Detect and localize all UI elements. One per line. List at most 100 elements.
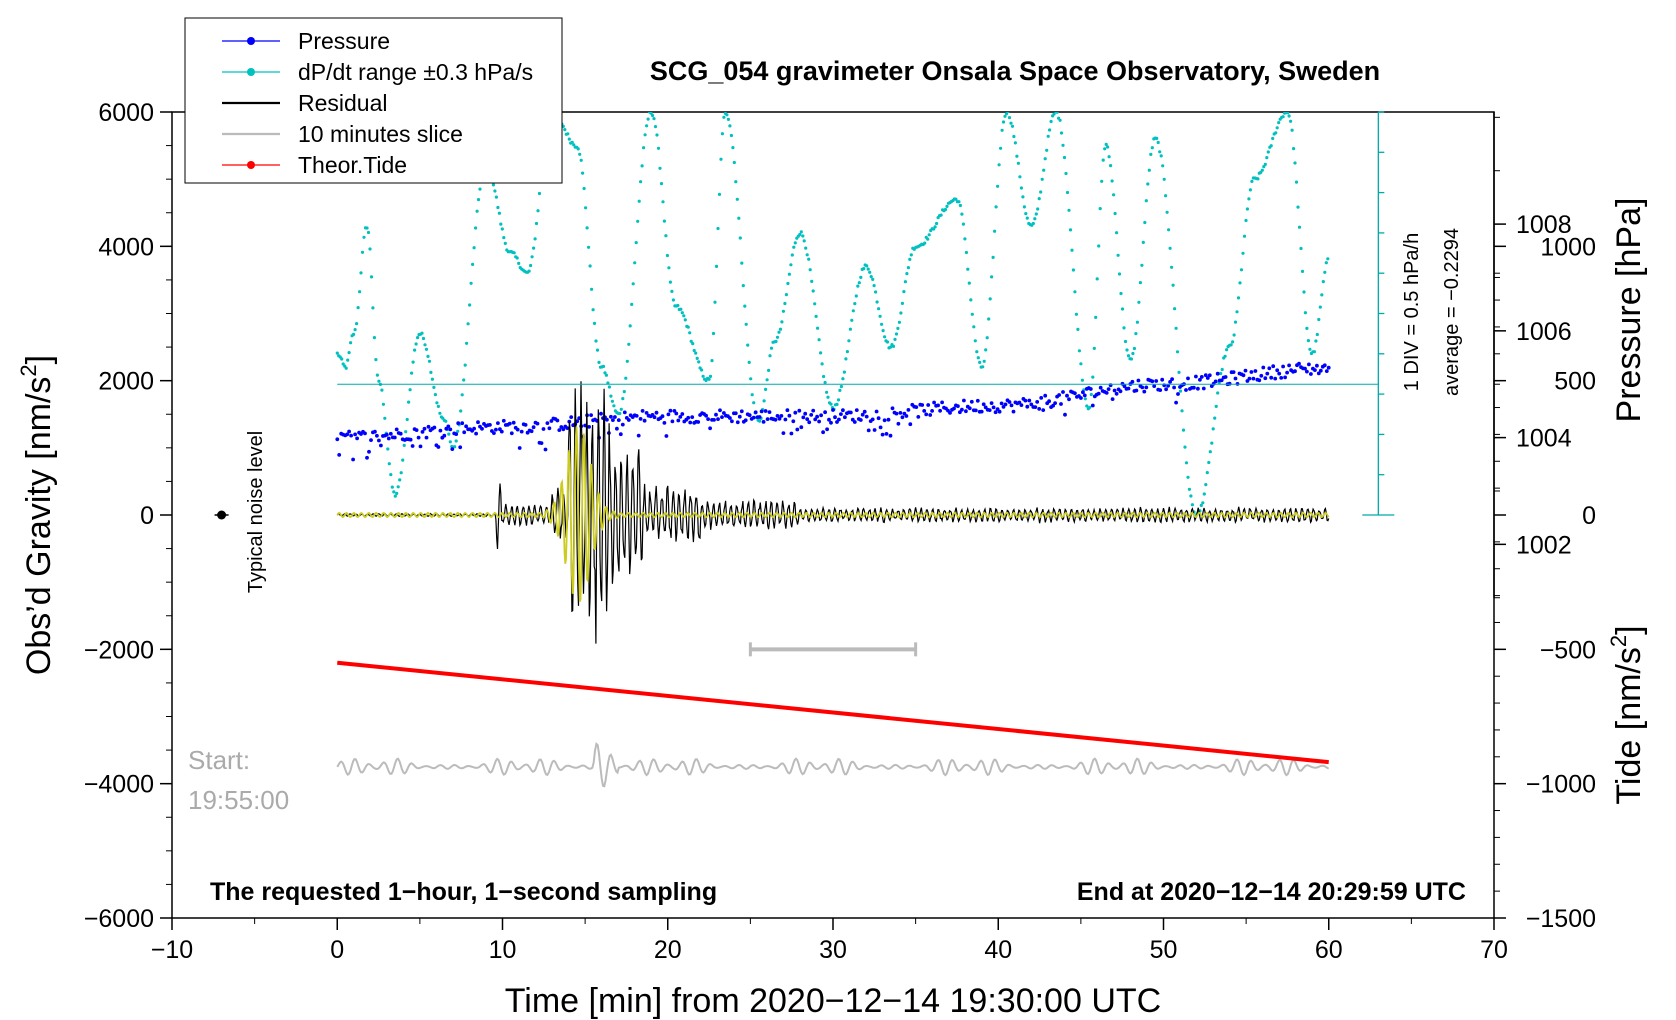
dpdt-point	[429, 370, 433, 374]
pressure-point	[969, 399, 974, 404]
dpdt-point	[1208, 450, 1212, 454]
pressure-point	[757, 415, 762, 419]
pressure-point	[388, 431, 393, 436]
pressure-point	[751, 415, 756, 420]
dpdt-point	[784, 293, 789, 297]
pressure-point	[394, 427, 399, 432]
dpdt-point	[1119, 291, 1123, 296]
dpdt-point	[656, 146, 661, 150]
dpdt-point	[1074, 312, 1078, 316]
dpdt-point	[1180, 409, 1184, 413]
dpdt-point	[468, 303, 472, 307]
dpdt-point	[1103, 147, 1107, 151]
pressure-point	[418, 444, 423, 449]
dpdt-point	[1140, 263, 1144, 267]
dpdt-point	[652, 117, 656, 121]
x-tick-label: 60	[1315, 936, 1343, 964]
pressure-point	[1271, 364, 1276, 369]
pressure-point	[410, 444, 415, 448]
pressure-point	[920, 403, 925, 407]
dpdt-point	[664, 234, 668, 238]
dpdt-point	[765, 378, 769, 382]
dpdt-point	[1271, 136, 1275, 141]
dpdt-point	[628, 324, 632, 328]
dpdt-point	[1049, 119, 1053, 124]
dpdt-point	[396, 485, 400, 489]
dpdt-point	[503, 241, 507, 245]
dpdt-point	[900, 301, 905, 305]
pressure-point	[831, 408, 835, 412]
dpdt-point	[1269, 144, 1273, 148]
dpdt-point	[1137, 300, 1141, 304]
pressure-point	[1104, 391, 1109, 395]
pressure-point	[936, 403, 940, 408]
dpdt-point	[897, 320, 902, 324]
dpdt-point	[780, 320, 784, 324]
dpdt-point	[590, 287, 594, 291]
dpdt-point	[906, 266, 911, 270]
dpdt-point	[902, 290, 906, 294]
dpdt-point	[877, 307, 881, 311]
dpdt-point	[410, 371, 414, 375]
pressure-point	[809, 413, 814, 417]
dpdt-point	[862, 267, 866, 271]
dpdt-point	[1161, 164, 1165, 168]
dpdt-point	[563, 128, 567, 132]
pressure-point	[960, 407, 964, 412]
dpdt-point	[814, 314, 818, 318]
dpdt-point	[1306, 339, 1310, 343]
pressure-point	[686, 415, 691, 420]
dpdt-point	[392, 490, 396, 494]
dpdt-point	[1183, 445, 1187, 449]
dpdt-point	[1202, 492, 1206, 496]
pressure-point	[365, 455, 369, 460]
dpdt-point	[533, 237, 537, 241]
dpdt-point	[1289, 119, 1293, 123]
dpdt-point	[668, 280, 673, 284]
dpdt-point	[529, 263, 533, 268]
dpdt-point	[1100, 179, 1104, 183]
y-axis-tide-label-sup: 2	[1606, 635, 1631, 647]
dpdt-point	[792, 245, 796, 249]
dpdt-point	[744, 322, 748, 326]
y-axis-tide-label: Tide [nm/s2]	[1606, 625, 1648, 804]
dpdt-point	[645, 124, 649, 128]
dpdt-point	[1312, 350, 1316, 354]
dpdt-point	[380, 388, 384, 392]
dpdt-point	[799, 230, 803, 234]
residual-line	[336, 381, 1330, 644]
dpdt-point	[1232, 333, 1236, 337]
dpdt-point	[746, 343, 750, 347]
y-main-tick-label: 6000	[98, 99, 154, 127]
tide-line	[337, 660, 1329, 765]
pressure-point	[860, 412, 865, 417]
dpdt-point	[665, 253, 670, 258]
pressure-point	[529, 429, 534, 434]
dpdt-point	[1326, 257, 1330, 261]
pressure-point	[626, 418, 631, 422]
dpdt-point	[691, 342, 695, 346]
pressure-point	[587, 425, 591, 429]
dpdt-point	[695, 356, 699, 360]
pressure-point	[878, 425, 883, 430]
pressure-point	[446, 424, 451, 429]
dpdt-point	[851, 309, 855, 313]
pressure-point	[714, 412, 718, 417]
pressure-point	[862, 409, 867, 414]
dpdt-point	[1158, 150, 1162, 154]
dpdt-point	[1213, 416, 1217, 420]
dpdt-point	[401, 458, 405, 462]
dpdt-point	[1010, 124, 1015, 128]
pressure-point	[1199, 375, 1204, 379]
tide-tick-label: 1000	[1540, 233, 1596, 261]
dpdt-point	[588, 264, 592, 268]
dpdt-point	[774, 339, 778, 344]
dpdt-point	[786, 281, 790, 286]
dpdt-point	[405, 417, 409, 422]
pressure-point	[735, 420, 740, 425]
pressure-point	[813, 417, 818, 422]
dpdt-point	[1263, 162, 1267, 166]
dpdt-point	[369, 275, 374, 279]
pressure-point	[640, 409, 645, 413]
dpdt-point	[474, 226, 478, 230]
